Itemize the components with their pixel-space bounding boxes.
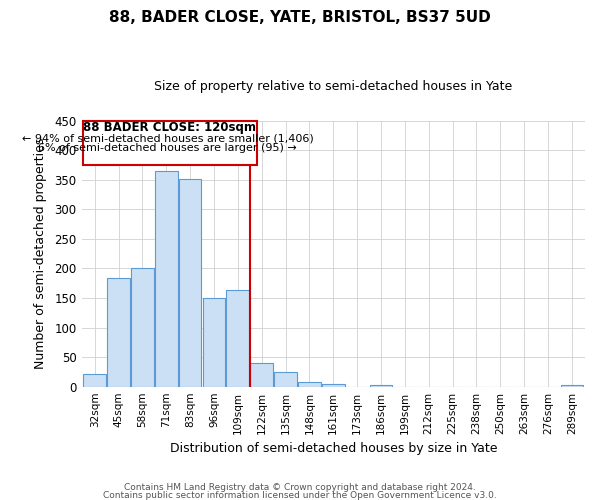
Bar xyxy=(370,385,392,386)
X-axis label: Distribution of semi-detached houses by size in Yate: Distribution of semi-detached houses by … xyxy=(170,442,497,455)
Bar xyxy=(179,179,202,386)
Text: 88, BADER CLOSE, YATE, BRISTOL, BS37 5UD: 88, BADER CLOSE, YATE, BRISTOL, BS37 5UD xyxy=(109,10,491,25)
Bar xyxy=(322,384,344,386)
Y-axis label: Number of semi-detached properties: Number of semi-detached properties xyxy=(34,138,47,370)
Bar xyxy=(298,382,321,386)
Bar xyxy=(250,363,273,386)
Text: 6% of semi-detached houses are larger (95) →: 6% of semi-detached houses are larger (9… xyxy=(38,144,297,154)
Bar xyxy=(83,374,106,386)
Text: 88 BADER CLOSE: 120sqm: 88 BADER CLOSE: 120sqm xyxy=(83,121,256,134)
Bar xyxy=(274,372,297,386)
Bar xyxy=(107,278,130,386)
Text: Contains public sector information licensed under the Open Government Licence v3: Contains public sector information licen… xyxy=(103,490,497,500)
Text: ← 94% of semi-detached houses are smaller (1,406): ← 94% of semi-detached houses are smalle… xyxy=(22,134,313,143)
Title: Size of property relative to semi-detached houses in Yate: Size of property relative to semi-detach… xyxy=(154,80,512,93)
Bar xyxy=(560,385,583,386)
Bar xyxy=(155,172,178,386)
Text: Contains HM Land Registry data © Crown copyright and database right 2024.: Contains HM Land Registry data © Crown c… xyxy=(124,484,476,492)
Bar xyxy=(131,268,154,386)
Bar xyxy=(226,290,249,386)
FancyBboxPatch shape xyxy=(83,120,257,165)
Bar xyxy=(203,298,225,386)
